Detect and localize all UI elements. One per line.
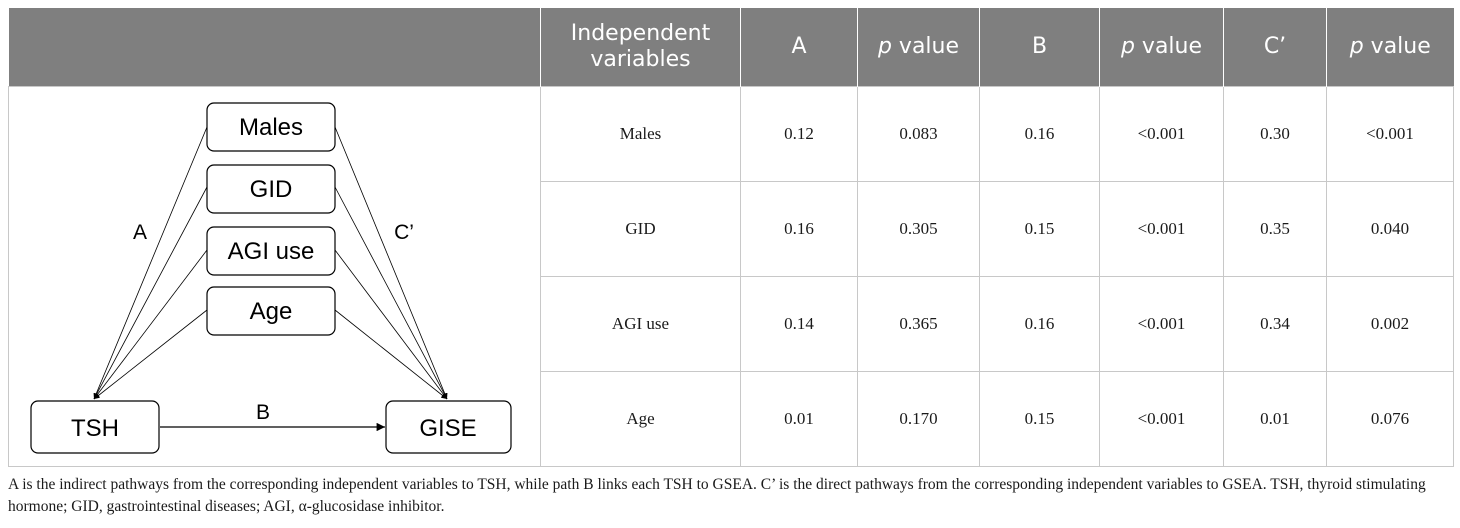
header-independent-variables: Independent variables — [540, 8, 741, 86]
cell-variable: AGI use — [540, 275, 741, 372]
header-text: value — [1134, 33, 1203, 59]
mediation-diagram-cell: Males GID AGI use Age — [8, 85, 541, 467]
mediator-label: TSH — [71, 415, 119, 442]
outcome-label: GISE — [419, 415, 476, 442]
header-italic: p — [1349, 33, 1364, 59]
predictor-box-age: Age — [206, 285, 336, 336]
table-row: Age 0.01 0.170 0.15 <0.001 0.01 0.076 — [9, 370, 1454, 467]
cell-a: 0.01 — [740, 370, 858, 467]
cell-a-p: 0.170 — [857, 370, 980, 467]
header-text: C’ — [1263, 33, 1287, 59]
cell-b-p: <0.001 — [1099, 85, 1224, 182]
cell-b-p: <0.001 — [1099, 370, 1224, 467]
predictor-label: GID — [250, 176, 293, 203]
cell-c: 0.35 — [1223, 180, 1327, 277]
predictor-box-males: Males — [206, 101, 336, 152]
predictor-box-gid: GID — [206, 163, 336, 214]
cell-c: 0.34 — [1223, 275, 1327, 372]
cell-b: 0.15 — [979, 180, 1100, 277]
cell-b: 0.16 — [979, 275, 1100, 372]
cell-c-p: 0.076 — [1326, 370, 1454, 467]
path-b-label: B — [256, 401, 270, 424]
cell-c: 0.30 — [1223, 85, 1327, 182]
cell-b-p: <0.001 — [1099, 275, 1224, 372]
cell-a: 0.14 — [740, 275, 858, 372]
table-row: GID 0.16 0.305 0.15 <0.001 0.35 0.040 — [9, 180, 1454, 277]
cell-c-p: <0.001 — [1326, 85, 1454, 182]
header-text: Independent variables — [570, 20, 711, 72]
header-text: A — [791, 33, 807, 59]
predictor-label: Age — [250, 298, 293, 325]
header-a-p-value: p value — [857, 8, 980, 86]
cell-b: 0.15 — [979, 370, 1100, 467]
cell-variable: Males — [540, 85, 741, 182]
header-diagram-col — [9, 8, 541, 86]
cell-b-p: <0.001 — [1099, 180, 1224, 277]
path-a-label: A — [133, 221, 147, 244]
table-row: Males GID AGI use Age — [8, 85, 1454, 467]
header-italic: p — [1120, 33, 1135, 59]
header-c-p-value: p value — [1326, 8, 1454, 86]
predictor-label: Males — [239, 114, 303, 141]
cell-variable: GID — [540, 180, 741, 277]
mediation-diagram: Males GID AGI use Age — [30, 101, 512, 454]
cell-c-p: 0.040 — [1326, 180, 1454, 277]
header-italic: p — [877, 33, 892, 59]
header-text: value — [1363, 33, 1431, 59]
header-a: A — [740, 8, 858, 86]
header-b-p-value: p value — [1099, 8, 1224, 86]
cell-a-p: 0.083 — [857, 85, 980, 182]
cell-a-p: 0.365 — [857, 275, 980, 372]
cell-a: 0.16 — [740, 180, 858, 277]
path-c-label: C’ — [394, 221, 414, 244]
table-header-row: Independent variables A p value B p valu… — [8, 8, 1454, 86]
mediator-box-tsh: TSH — [30, 399, 160, 454]
predictor-label: AGI use — [228, 238, 315, 265]
cell-b: 0.16 — [979, 85, 1100, 182]
header-c: C’ — [1223, 8, 1327, 86]
results-table-wrapper: Independent variables A p value B p valu… — [8, 8, 1454, 467]
table-row: AGI use 0.14 0.365 0.16 <0.001 0.34 0.00… — [9, 275, 1454, 372]
path-a-arrows — [93, 126, 208, 399]
cell-a: 0.12 — [740, 85, 858, 182]
outcome-box-gise: GISE — [385, 399, 512, 454]
header-text: value — [891, 33, 960, 59]
header-b: B — [979, 8, 1100, 86]
predictor-box-agi-use: AGI use — [206, 225, 336, 276]
cell-c: 0.01 — [1223, 370, 1327, 467]
mediation-results-table: Independent variables A p value B p valu… — [8, 8, 1454, 467]
header-text: B — [1031, 33, 1048, 59]
cell-variable: Age — [540, 370, 741, 467]
cell-a-p: 0.305 — [857, 180, 980, 277]
path-c-arrows — [334, 126, 448, 399]
table-caption: A is the indirect pathways from the corr… — [8, 476, 1426, 515]
cell-c-p: 0.002 — [1326, 275, 1454, 372]
